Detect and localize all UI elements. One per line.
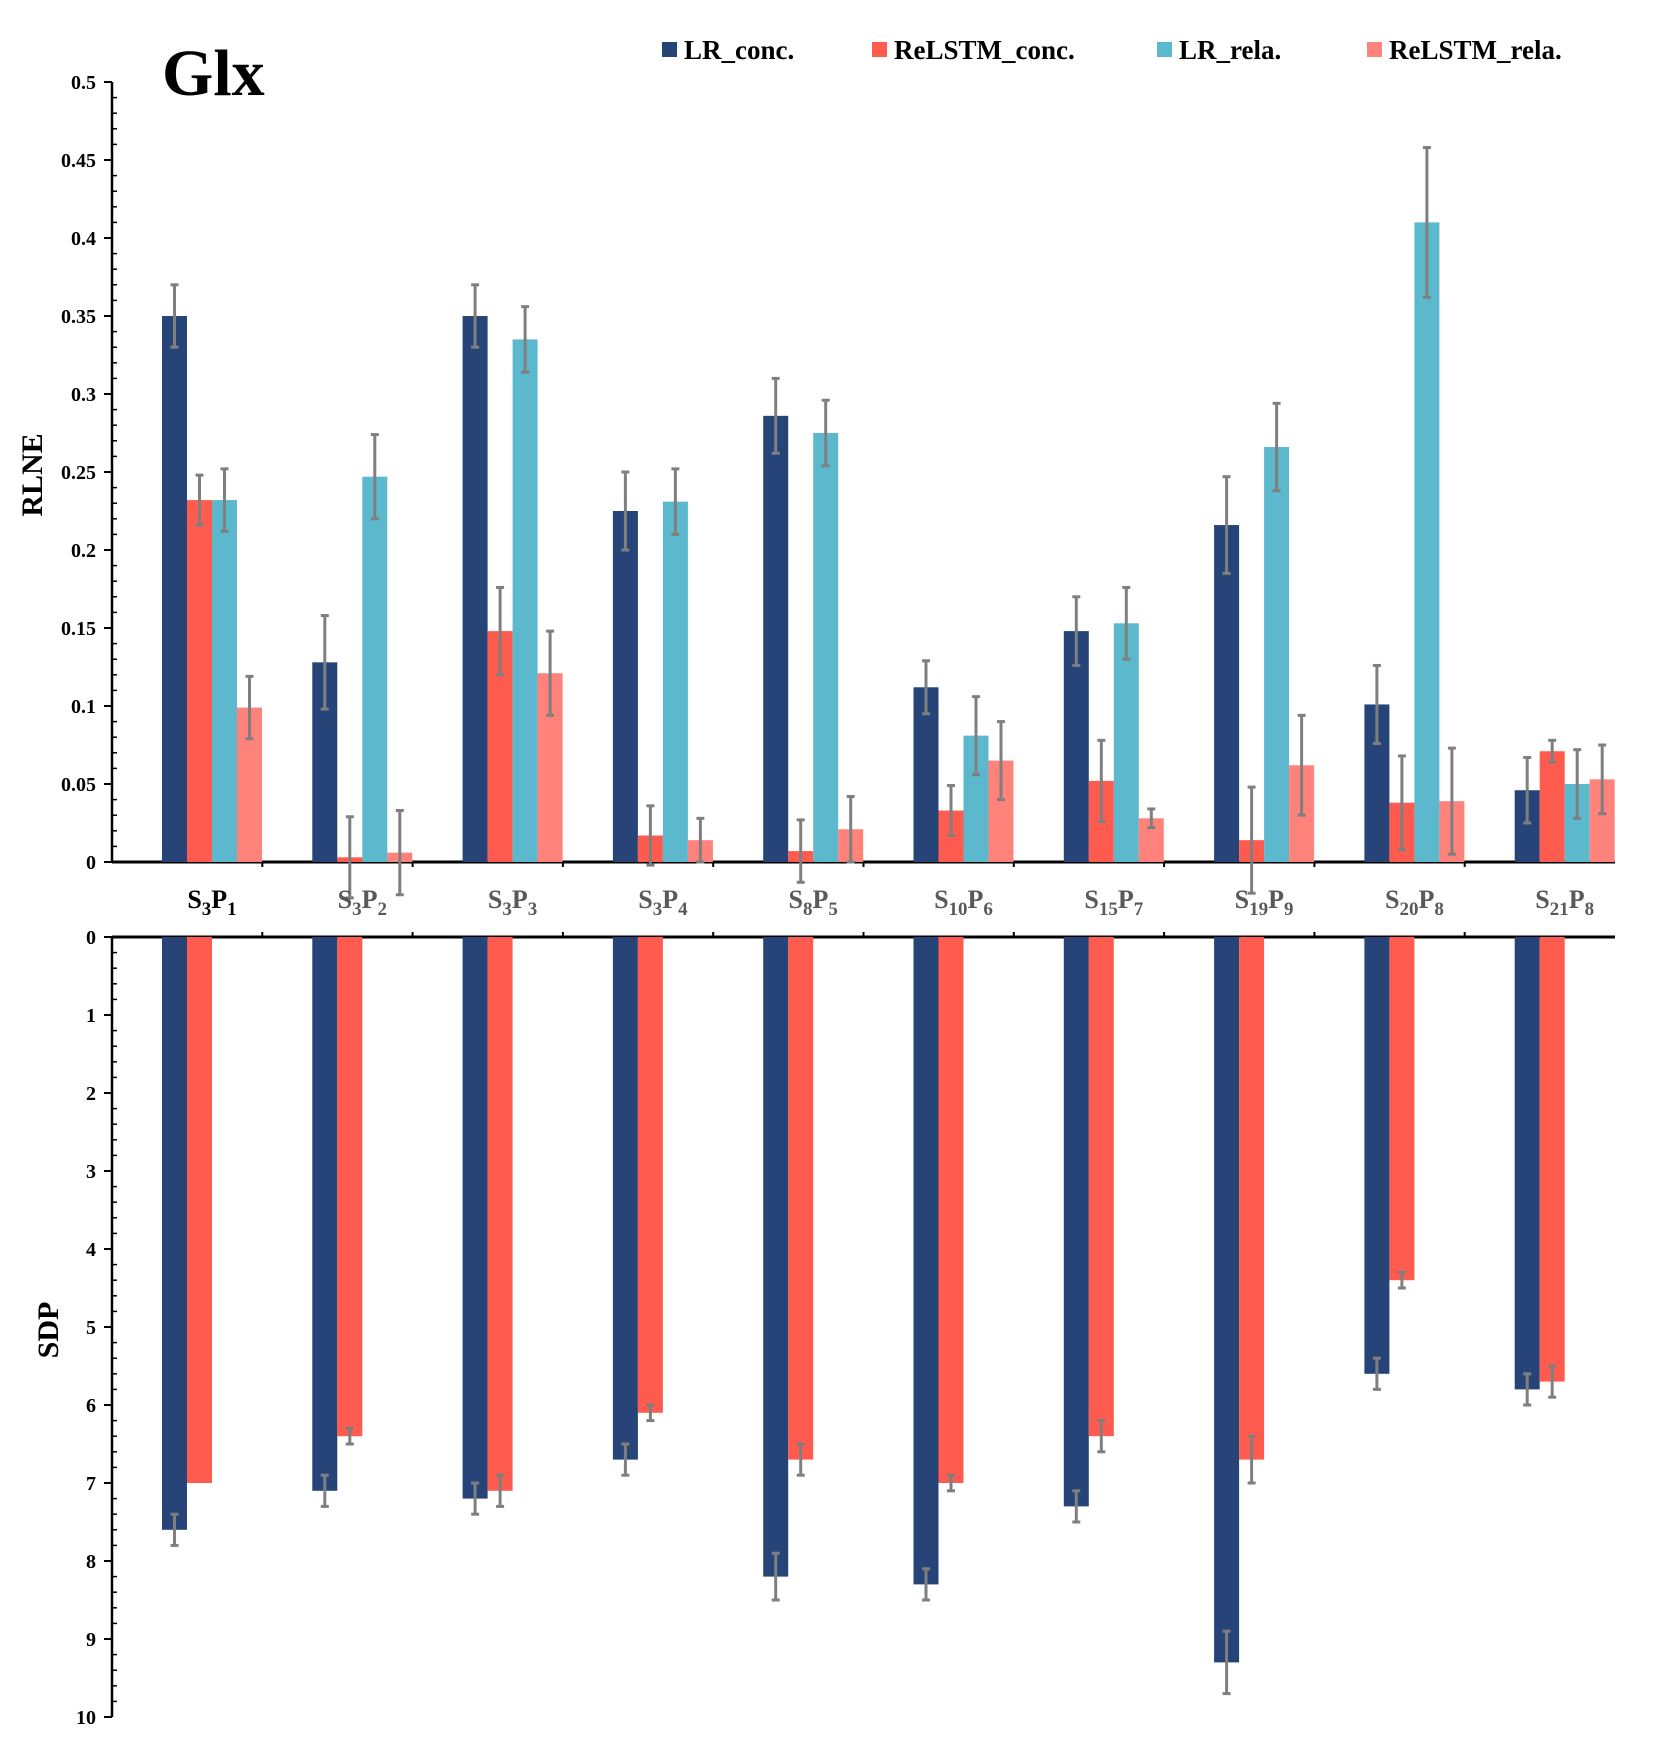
sdp-y-tick-label: 2 [86,1083,96,1105]
rlne-bar-lrrela [212,500,237,862]
rlne-bar-lrconc [1063,631,1089,862]
sdp-bar-relstmconc [1539,937,1565,1382]
rlne-panel: 0 0.05 0.1 0.15 0.2 0.25 0.3 0.35 0.4 0.45 0.5 [61,72,1615,900]
rlne-y-tick-label: 0.25 [61,462,96,484]
rlne-bar-lrrela [362,476,388,862]
sdp-bar-relstmconc [938,937,964,1483]
sdp-bar-lrconc [1364,937,1390,1374]
sdp-y-tick-label: 9 [86,1629,96,1651]
sdp-bar-lrconc [763,937,789,1577]
category-label: S3P1 [187,885,236,920]
rlne-bar-lrrela [1113,623,1139,862]
sdp-bar-relstmconc [187,937,212,1483]
sdp-bar-relstmconc [1239,937,1265,1460]
rlne-bar-lrconc [1214,525,1240,862]
category-label: S3P2 [338,885,387,920]
sdp-y-tick-label: 6 [86,1395,96,1417]
rlne-y-tick-label: 0.4 [71,228,96,250]
legend-swatch [1367,42,1382,57]
rlne-bar-lrconc [612,511,638,862]
y-axis-label-sdp: SDP [32,1302,65,1359]
rlne-y-tick-label: 0.3 [71,384,96,406]
rlne-bar-lrconc [462,316,488,862]
rlne-y-tick-label: 0.35 [61,306,96,328]
category-label: S20P8 [1385,885,1444,920]
sdp-bar-lrconc [1514,937,1540,1390]
sdp-y-tick-label: 8 [86,1551,96,1573]
sdp-bar-relstmconc [637,937,663,1413]
sdp-y-tick-label: 7 [86,1473,96,1495]
rlne-bar-lrconc [162,316,187,862]
rlne-y-tick-label: 0 [86,852,96,874]
rlne-bar-lrrela [662,501,688,862]
legend-swatch [1157,42,1172,57]
sdp-bar-relstmconc [1389,937,1415,1281]
legend-label: LR_rela. [1179,35,1281,65]
category-label: S8P5 [789,885,838,920]
sdp-bar-relstmconc [788,937,814,1460]
rlne-bar-lrrela [1414,222,1440,862]
category-label: S19P9 [1235,885,1294,920]
sdp-y-tick-label: 5 [86,1317,96,1339]
sdp-bar-lrconc [462,937,488,1499]
category-label: S3P4 [638,885,688,920]
rlne-bar-lrconc [913,687,939,862]
category-label: S3P3 [488,885,537,920]
sdp-bar-lrconc [1063,937,1089,1507]
sdp-bar-lrconc [312,937,338,1491]
rlne-bar-relstmconc [1539,751,1565,862]
rlne-y-tick-label: 0.2 [71,540,96,562]
chart-title: Glx [162,37,265,110]
rlne-bar-lrrela [1264,447,1290,862]
sdp-y-tick-label: 10 [76,1707,96,1729]
sdp-y-tick-label: 3 [86,1161,96,1183]
sdp-panel: 0 1 2 3 4 5 6 7 8 9 10 [76,927,1615,1729]
legend-label: ReLSTM_rela. [1389,35,1562,65]
legend: LR_conc. ReLSTM_conc. LR_rela. ReLSTM_rela. [662,35,1562,65]
category-label: S21P8 [1535,885,1594,920]
sdp-y-tick-label: 4 [86,1239,96,1261]
rlne-bar-relstmconc [187,500,212,862]
sdp-bar-lrconc [162,937,187,1530]
rlne-bar-lrrela [813,433,839,862]
legend-swatch [662,42,677,57]
rlne-y-tick-label: 0.5 [71,72,96,94]
sdp-bar-lrconc [1214,937,1240,1663]
y-axis-label-rlne: RLNE [16,433,49,516]
rlne-bar-lrrela [512,339,538,862]
legend-swatch [872,42,887,57]
category-labels: S3P1 S3P2 S3P3 S3P4 S8P5 S10P6 S15P7 S19P9 S20P8… [187,885,1594,920]
sdp-bar-relstmconc [1088,937,1114,1437]
sdp-y-tick-label: 1 [86,1005,96,1027]
legend-label: LR_conc. [684,35,794,65]
category-label: S10P6 [934,885,993,920]
sdp-bar-relstmconc [337,937,363,1437]
legend-label: ReLSTM_conc. [894,35,1075,65]
sdp-bar-lrconc [612,937,638,1460]
rlne-y-tick-label: 0.1 [71,696,96,718]
rlne-bar-lrconc [763,415,789,862]
sdp-bar-relstmconc [487,937,513,1491]
category-label: S15P7 [1084,885,1143,920]
rlne-y-tick-label: 0.05 [61,774,96,796]
rlne-y-tick-label: 0.15 [61,618,96,640]
rlne-y-tick-label: 0.45 [61,150,96,172]
sdp-bar-lrconc [913,937,939,1585]
sdp-y-tick-label: 0 [86,927,96,949]
